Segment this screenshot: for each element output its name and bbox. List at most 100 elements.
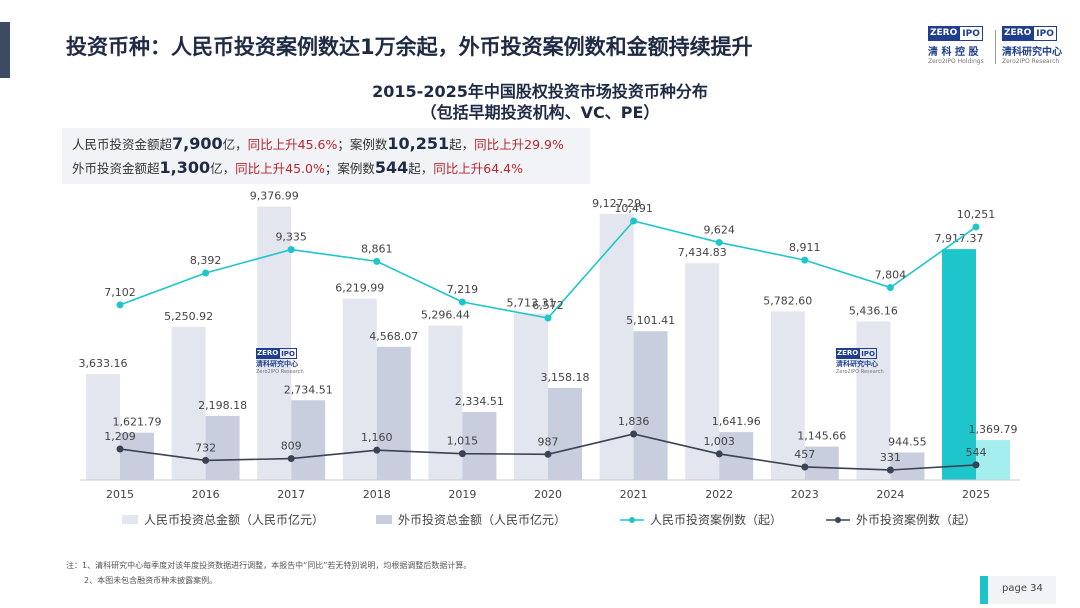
- legend-swatch: [826, 516, 850, 523]
- point-label-rmb-count: 8,392: [190, 254, 222, 267]
- bar-label-rmb-amount: 5,296.44: [421, 309, 470, 322]
- bar-rmb-amount: [942, 249, 976, 480]
- legend-item-rmb-amount: 人民币投资总金额（人民币亿元）: [122, 511, 324, 528]
- bar-foreign-amount: [205, 415, 240, 480]
- point-label-foreign-count: 1,015: [447, 435, 479, 448]
- bar-foreign-amount: [462, 411, 497, 480]
- bar-label-rmb-amount: 9,376.99: [250, 190, 299, 203]
- bar-label-rmb-amount: 5,782.60: [763, 294, 812, 307]
- chart-title: 2015-2025年中国股权投资市场投资币种分布: [372, 82, 708, 101]
- point-rmb-count: [116, 301, 124, 309]
- page-title: 投资币种：人民币投资案例数达1万余起，外币投资案例数和金额持续提升: [66, 35, 753, 59]
- bar-label-foreign-amount: 1,621.79: [113, 416, 162, 429]
- point-foreign-count: [116, 445, 124, 453]
- bar-label-foreign-amount: 1,145.66: [797, 430, 846, 443]
- footnote-2: 2、本图未包含融资币种未披露案例。: [84, 576, 218, 585]
- bar-rmb-amount: [171, 326, 206, 480]
- legend-swatch: [122, 515, 138, 524]
- point-rmb-count: [544, 314, 552, 322]
- zero2ipo-research-logo: ZERO IPO 清科研究中心 Zero2IPO Research: [1002, 26, 1062, 65]
- chart-subtitle: （包括早期投资机构、VC、PE）: [420, 103, 660, 122]
- point-label-foreign-count: 1,836: [618, 415, 650, 428]
- watermark-logo: ZERO IPO 清科研究中心 Zero2IPO Research: [256, 348, 304, 375]
- point-label-rmb-count: 8,861: [361, 242, 393, 255]
- point-foreign-count: [630, 430, 638, 438]
- bar-foreign-amount: [548, 387, 582, 480]
- bar-foreign-amount: [890, 452, 925, 480]
- bar-label-rmb-amount: 6,219.99: [335, 282, 384, 295]
- point-label-rmb-count: 7,804: [875, 269, 907, 282]
- x-tick-label: 2017: [277, 488, 305, 501]
- point-rmb-count: [373, 257, 381, 265]
- point-label-rmb-count: 6,572: [532, 299, 564, 312]
- summary-box: 人民币投资金额超7,900亿，同比上升45.6%；案例数10,251起，同比上升…: [62, 128, 590, 184]
- point-label-foreign-count: 1,160: [361, 431, 393, 444]
- point-foreign-count: [287, 455, 295, 463]
- point-label-foreign-count: 1,003: [703, 435, 735, 448]
- legend-item-foreign-amount: 外币投资总金额（人民币亿元）: [376, 511, 566, 528]
- point-label-foreign-count: 544: [966, 446, 987, 459]
- point-label-foreign-count: 809: [281, 440, 302, 453]
- legend-item-foreign-count: 外币投资案例数（起）: [826, 511, 976, 528]
- bar-rmb-amount: [342, 298, 377, 480]
- summary-line-rmb: 人民币投资金额超7,900亿，同比上升45.6%；案例数10,251起，同比上升…: [72, 134, 564, 153]
- point-rmb-count: [287, 246, 295, 254]
- point-foreign-count: [544, 450, 552, 458]
- bar-rmb-amount: [86, 374, 120, 480]
- footnote-1: 注：1、清科研究中心每季度对该年度投资数据进行调整，本报告中“同比”若无特别说明…: [66, 561, 472, 570]
- bar-label-rmb-amount: 5,713.31: [507, 296, 556, 309]
- point-foreign-count: [458, 450, 466, 458]
- left-accent-bar: [0, 22, 10, 78]
- point-foreign-count: [972, 461, 980, 469]
- point-label-foreign-count: 457: [794, 448, 815, 461]
- point-label-rmb-count: 9,335: [275, 231, 307, 244]
- point-label-rmb-count: 10,251: [957, 208, 996, 221]
- point-label-rmb-count: 7,219: [447, 283, 479, 296]
- point-foreign-count: [202, 456, 210, 464]
- bar-label-rmb-amount: 9,127.29: [592, 197, 641, 210]
- bar-label-foreign-amount: 1,369.79: [969, 423, 1018, 436]
- bar-foreign-amount: [804, 446, 839, 480]
- bar-label-rmb-amount: 7,434.83: [678, 246, 727, 259]
- point-foreign-count: [373, 446, 381, 454]
- bar-label-rmb-amount: 3,633.16: [79, 357, 128, 370]
- x-tick-label: 2022: [705, 488, 733, 501]
- point-label-rmb-count: 9,624: [703, 223, 735, 236]
- bar-rmb-amount: [428, 325, 463, 480]
- bar-rmb-amount: [856, 321, 891, 480]
- bar-rmb-amount: [770, 311, 805, 480]
- x-tick-label: 2016: [192, 488, 220, 501]
- point-rmb-count: [886, 284, 894, 292]
- bar-label-foreign-amount: 1,641.96: [712, 415, 761, 428]
- point-label-rmb-count: 7,102: [104, 286, 136, 299]
- point-foreign-count: [715, 450, 723, 458]
- bar-label-foreign-amount: 2,334.51: [455, 395, 504, 408]
- point-rmb-count: [202, 269, 210, 277]
- bar-rmb-amount: [514, 313, 548, 480]
- point-label-foreign-count: 987: [538, 435, 559, 448]
- bar-foreign-amount: [376, 346, 411, 480]
- point-rmb-count: [972, 223, 980, 231]
- point-rmb-count: [458, 298, 466, 306]
- x-tick-label: 2019: [448, 488, 476, 501]
- x-tick-label: 2020: [534, 488, 562, 501]
- bar-label-rmb-amount: 5,436.16: [849, 304, 898, 317]
- logo-divider: [995, 30, 996, 64]
- point-foreign-count: [886, 466, 894, 474]
- bar-label-foreign-amount: 3,158.18: [541, 371, 590, 384]
- bar-label-foreign-amount: 2,198.18: [198, 399, 247, 412]
- bar-label-rmb-amount: 5,250.92: [164, 310, 213, 323]
- zero2ipo-holdings-logo: ZERO IPO 清 科 控 股 Zero2IPO Holdings: [928, 26, 984, 65]
- page-number-accent: [980, 576, 988, 604]
- watermark-logo: ZERO IPO 清科研究中心 Zero2IPO Research: [836, 348, 884, 375]
- legend-swatch: [620, 516, 644, 523]
- x-tick-label: 2025: [962, 488, 990, 501]
- legend-item-rmb-count: 人民币投资案例数（起）: [620, 511, 782, 528]
- point-label-foreign-count: 331: [880, 451, 901, 464]
- bar-foreign-amount: [291, 400, 326, 480]
- point-rmb-count: [801, 256, 809, 264]
- bar-foreign-amount: [976, 440, 1010, 480]
- x-tick-label: 2018: [363, 488, 391, 501]
- point-label-foreign-count: 1,209: [104, 430, 136, 443]
- point-label-rmb-count: 10,491: [614, 202, 653, 215]
